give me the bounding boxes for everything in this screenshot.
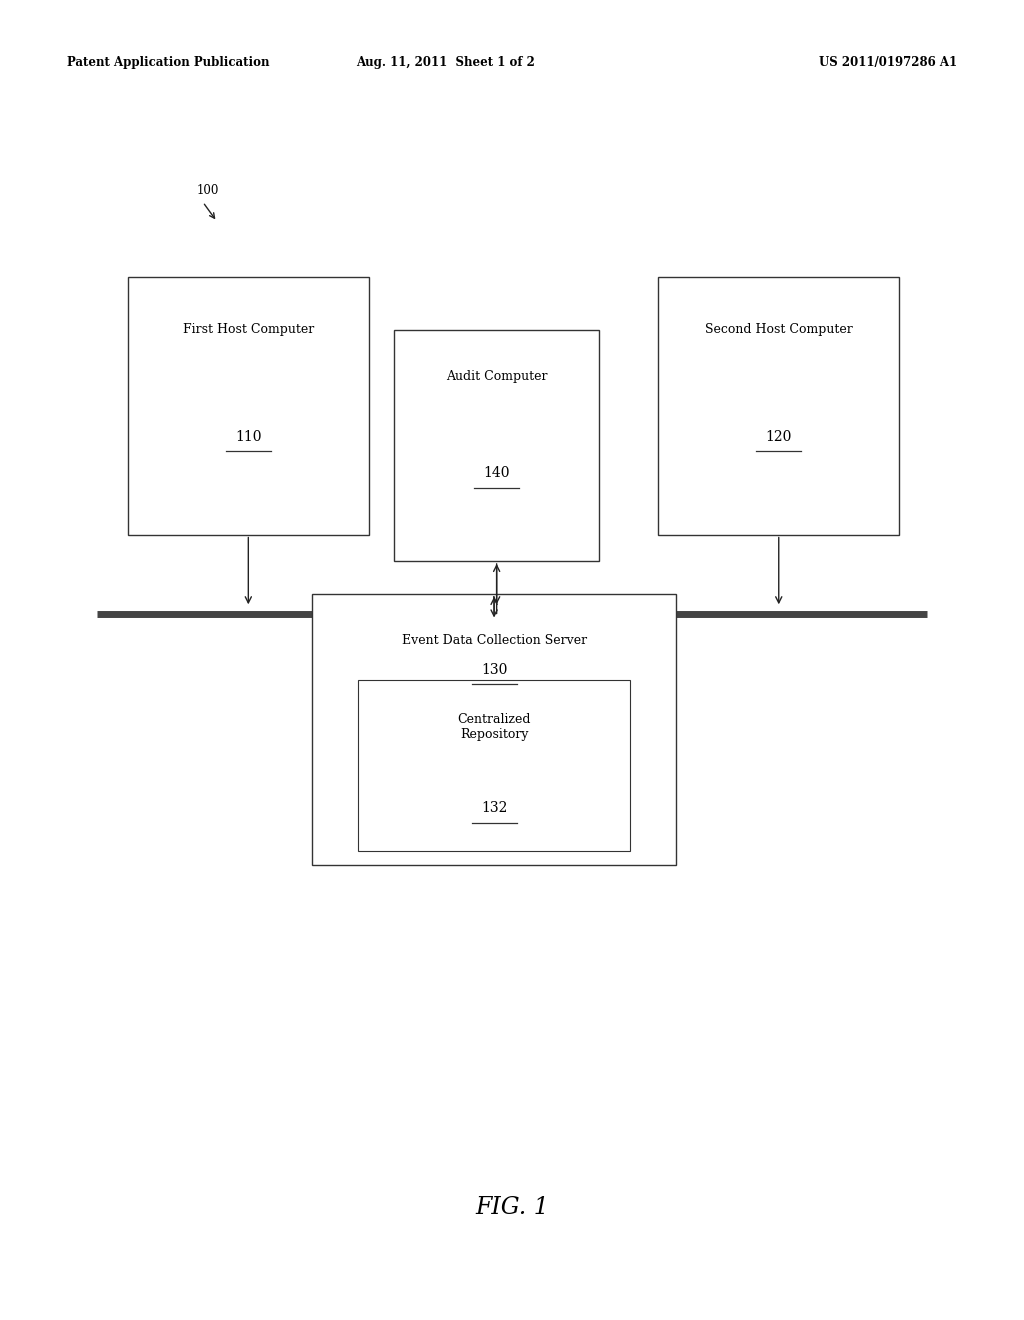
Text: 140: 140 (483, 466, 510, 480)
Text: Patent Application Publication: Patent Application Publication (67, 55, 269, 69)
Text: 120: 120 (766, 430, 792, 444)
Text: US 2011/0197286 A1: US 2011/0197286 A1 (819, 55, 957, 69)
Text: First Host Computer: First Host Computer (182, 323, 314, 337)
Text: Event Data Collection Server: Event Data Collection Server (401, 634, 587, 647)
Text: Centralized
Repository: Centralized Repository (458, 713, 530, 741)
Bar (128, 277, 369, 535)
Text: 130: 130 (481, 663, 507, 677)
Text: 100: 100 (197, 183, 219, 197)
Bar (358, 680, 630, 851)
Text: 110: 110 (236, 430, 261, 444)
Text: 132: 132 (481, 801, 507, 816)
Bar (312, 594, 676, 865)
Text: Second Host Computer: Second Host Computer (705, 323, 853, 337)
Bar (394, 330, 599, 561)
Text: Aug. 11, 2011  Sheet 1 of 2: Aug. 11, 2011 Sheet 1 of 2 (356, 55, 535, 69)
Bar (658, 277, 899, 535)
Text: Audit Computer: Audit Computer (445, 370, 548, 383)
Text: FIG. 1: FIG. 1 (475, 1196, 549, 1220)
